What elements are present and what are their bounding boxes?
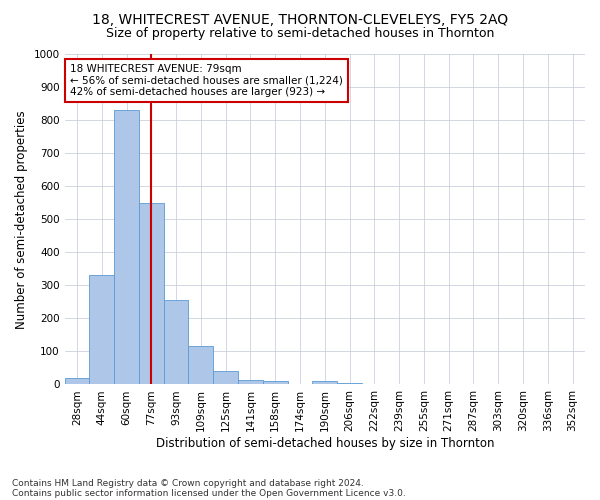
Text: 18 WHITECREST AVENUE: 79sqm
← 56% of semi-detached houses are smaller (1,224)
42: 18 WHITECREST AVENUE: 79sqm ← 56% of sem…	[70, 64, 343, 97]
Bar	[188, 346, 213, 385]
Bar	[238, 380, 263, 384]
Bar	[263, 381, 287, 384]
Text: Size of property relative to semi-detached houses in Thornton: Size of property relative to semi-detach…	[106, 28, 494, 40]
Bar	[114, 110, 139, 384]
Bar	[213, 371, 238, 384]
Bar	[313, 381, 337, 384]
X-axis label: Distribution of semi-detached houses by size in Thornton: Distribution of semi-detached houses by …	[155, 437, 494, 450]
Bar	[89, 276, 114, 384]
Bar	[337, 383, 362, 384]
Text: Contains HM Land Registry data © Crown copyright and database right 2024.: Contains HM Land Registry data © Crown c…	[12, 478, 364, 488]
Text: 18, WHITECREST AVENUE, THORNTON-CLEVELEYS, FY5 2AQ: 18, WHITECREST AVENUE, THORNTON-CLEVELEY…	[92, 12, 508, 26]
Bar	[164, 300, 188, 384]
Bar	[139, 202, 164, 384]
Bar	[65, 378, 89, 384]
Text: Contains public sector information licensed under the Open Government Licence v3: Contains public sector information licen…	[12, 488, 406, 498]
Y-axis label: Number of semi-detached properties: Number of semi-detached properties	[15, 110, 28, 328]
